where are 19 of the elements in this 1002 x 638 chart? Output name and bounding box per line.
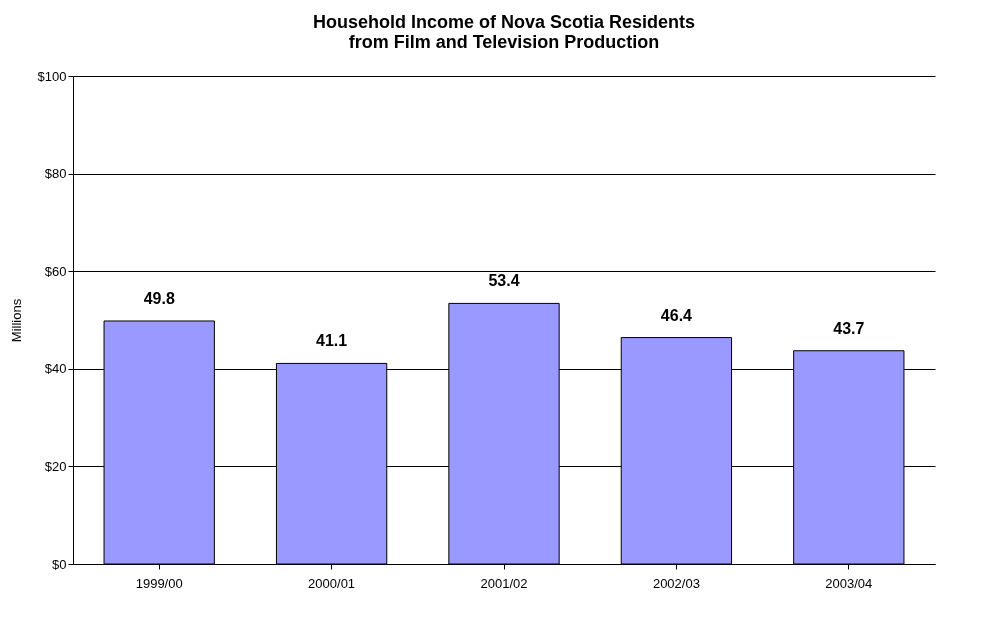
y-tick-label: $20 xyxy=(44,458,67,474)
x-tick-label: 2001/02 xyxy=(480,575,528,591)
x-tick-label: 1999/00 xyxy=(135,575,183,591)
text: Household Income of Nova Scotia Residents xyxy=(312,12,696,32)
data-label: 46.4 xyxy=(660,306,693,324)
y-axis-title: Millions xyxy=(8,298,24,343)
y-tick-label: $40 xyxy=(44,361,67,377)
x-tick-label: 2003/04 xyxy=(825,575,873,591)
y-tick-label: $80 xyxy=(44,166,67,182)
y-tick-label: $60 xyxy=(44,263,67,279)
data-label: 53.4 xyxy=(488,272,520,290)
y-tick-label: $0 xyxy=(52,556,67,572)
y-tick-label: $100 xyxy=(37,68,67,84)
x-tick-label: 2002/03 xyxy=(652,575,700,591)
text: from Film and Television Production xyxy=(348,32,660,52)
data-label: 41.1 xyxy=(316,332,348,350)
x-tick-label: 2000/01 xyxy=(308,575,356,591)
data-label: 49.8 xyxy=(143,289,175,307)
data-label: 43.7 xyxy=(833,319,865,337)
